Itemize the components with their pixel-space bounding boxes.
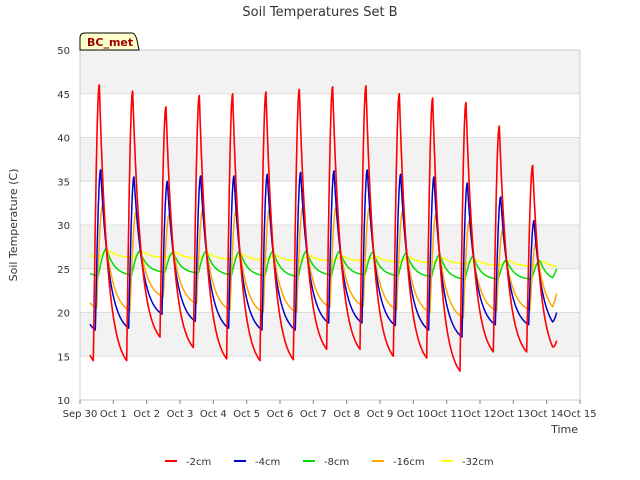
x-tick-label: Oct 11 (430, 409, 463, 420)
x-tick-label: Oct 4 (200, 409, 227, 420)
site-tag: BC_met (79, 32, 140, 51)
y-tick-label: 35 (57, 177, 70, 188)
background-band (80, 50, 580, 94)
series-line-minus-8cm (89, 247, 558, 280)
x-tick-label: Sep 30 (63, 409, 98, 420)
x-tick-label: Oct 12 (463, 409, 496, 420)
site-tag-shape (79, 32, 140, 51)
y-tick-label: 20 (57, 309, 70, 320)
x-tick-label: Oct 2 (133, 409, 160, 420)
series-line-minus-2cm (89, 84, 558, 372)
background-bands (80, 50, 580, 357)
y-tick-label: 10 (57, 396, 70, 407)
x-tick-label: Oct 15 (563, 409, 596, 420)
series-lines (89, 84, 558, 372)
legend-label: -2cm (186, 457, 211, 468)
x-tick-label: Oct 1 (100, 409, 127, 420)
x-axis-label: Time (550, 423, 578, 436)
x-axis-ticks: Sep 30 Oct 1 Oct 2 Oct 3 Oct 4 Oct 5 Oct 6 Oct … (63, 400, 597, 420)
plot-frame (79, 49, 581, 401)
legend: -2cm -4cm -8cm -16cm -32cm (165, 457, 494, 468)
x-tick-label: Oct 3 (167, 409, 194, 420)
y-tick-label: 50 (57, 46, 70, 57)
series-line-minus-4cm (89, 169, 558, 338)
y-tick-label: 40 (57, 134, 70, 145)
site-tag-label: BC_met (87, 36, 133, 49)
x-tick-label: Oct 8 (333, 409, 360, 420)
legend-label: -32cm (462, 457, 494, 468)
background-band (80, 312, 580, 357)
legend-label: -4cm (255, 457, 280, 468)
legend-label: -8cm (324, 457, 349, 468)
chart-title: Soil Temperatures Set B (242, 5, 397, 20)
series-line-minus-16cm (89, 204, 558, 319)
y-tick-label: 45 (57, 90, 70, 101)
x-tick-label: Oct 14 (530, 409, 563, 420)
x-tick-label: Oct 10 (397, 409, 430, 420)
series-line-minus-32cm (89, 250, 558, 267)
legend-label: -16cm (393, 457, 425, 468)
x-tick-label: Oct 7 (300, 409, 327, 420)
x-tick-label: Oct 9 (367, 409, 394, 420)
x-tick-label: Oct 6 (267, 409, 294, 420)
y-axis-label: Soil Temperature (C) (7, 169, 20, 282)
y-axis-ticks: 10 15 20 25 30 35 40 45 50 (57, 46, 70, 407)
y-tick-label: 25 (57, 265, 70, 276)
y-tick-label: 15 (57, 352, 70, 363)
x-tick-label: Oct 5 (233, 409, 260, 420)
y-tick-label: 30 (57, 221, 70, 232)
x-tick-label: Oct 13 (497, 409, 530, 420)
